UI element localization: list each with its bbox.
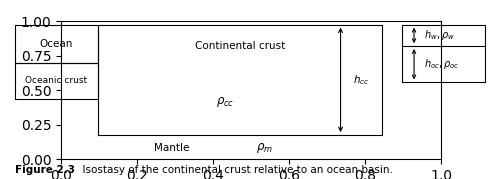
Text: Figure 2.3: Figure 2.3 bbox=[15, 165, 74, 175]
Text: Isostasy of the continental crust relative to an ocean basin.: Isostasy of the continental crust relati… bbox=[76, 165, 393, 175]
Text: $h_w, \rho_w$: $h_w, \rho_w$ bbox=[424, 28, 455, 42]
Text: $h_{oc}, \rho_{oc}$: $h_{oc}, \rho_{oc}$ bbox=[424, 57, 459, 71]
Text: $h_{cc}$: $h_{cc}$ bbox=[353, 73, 369, 87]
Text: Mantle: Mantle bbox=[154, 143, 189, 153]
Text: $\rho_m$: $\rho_m$ bbox=[256, 141, 273, 155]
Text: Oceanic crust: Oceanic crust bbox=[25, 76, 87, 85]
Text: Ocean: Ocean bbox=[40, 39, 73, 49]
Text: $\rho_{cc}$: $\rho_{cc}$ bbox=[216, 95, 235, 109]
Text: Continental crust: Continental crust bbox=[195, 41, 285, 51]
